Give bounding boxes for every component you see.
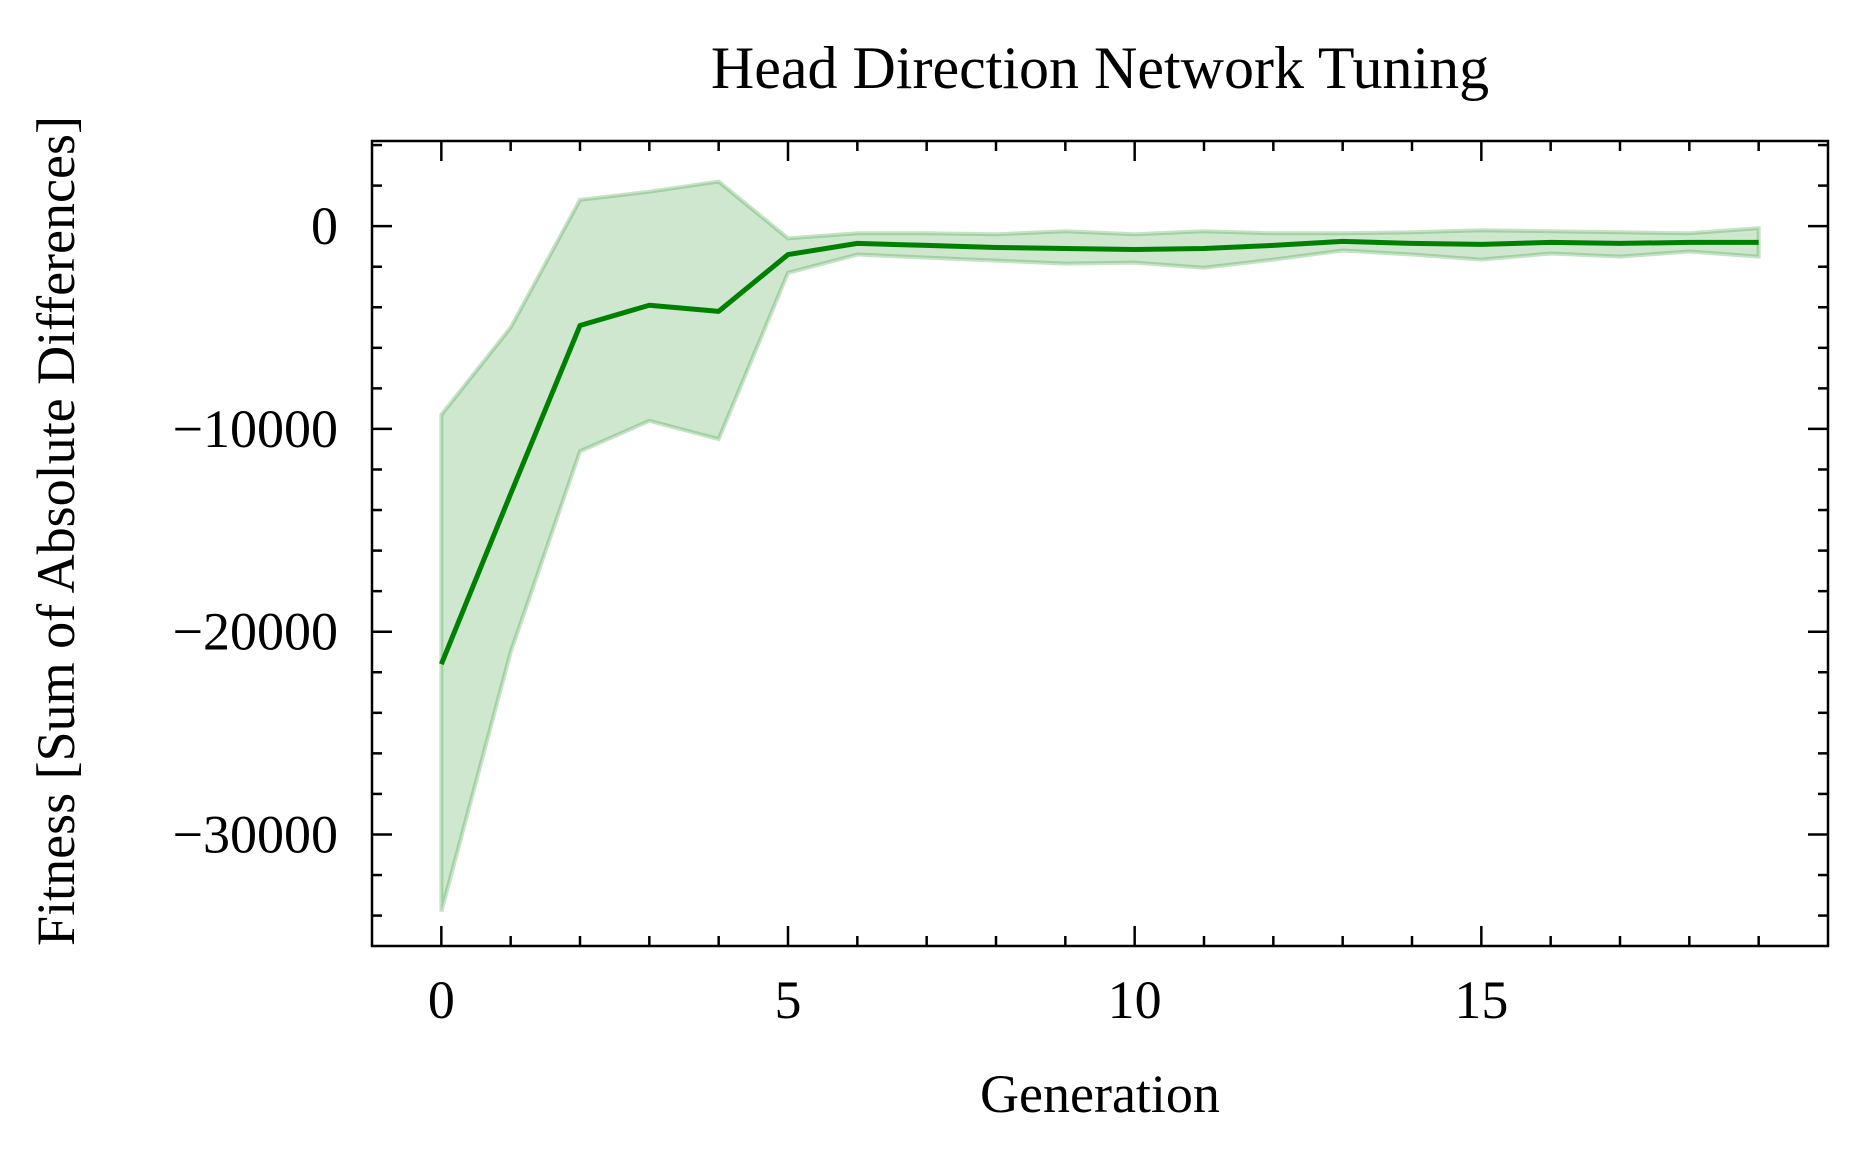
axis-ticks: [372, 141, 1828, 946]
mean-line: [439, 238, 1759, 666]
x-tick-label: 10: [1108, 970, 1162, 1030]
std-band: [439, 179, 1761, 913]
x-tick-label: 5: [775, 970, 802, 1030]
x-axis-label: Generation: [980, 1064, 1220, 1124]
y-tick-label: −10000: [173, 399, 338, 459]
x-tick-label: 0: [428, 970, 455, 1030]
y-tick-label: −30000: [173, 804, 338, 864]
tick-labels: 0 5 10 15 0 −10000 −20000 −30000: [173, 196, 1509, 1030]
y-axis-label: Fitness [Sum of Absolute Differences]: [26, 116, 86, 946]
chart-title: Head Direction Network Tuning: [711, 35, 1489, 101]
plot-area: [439, 179, 1761, 913]
y-tick-label: −20000: [173, 602, 338, 662]
x-tick-label: 15: [1454, 970, 1508, 1030]
plot-frame: [370, 139, 1830, 948]
y-tick-label: 0: [311, 196, 338, 256]
